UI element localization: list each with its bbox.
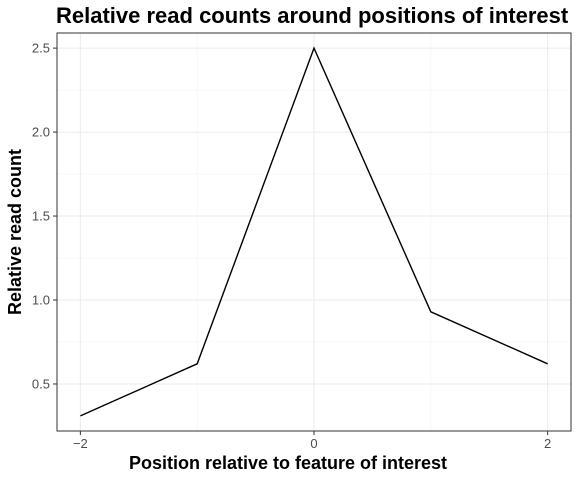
x-axis-title: Position relative to feature of interest [129, 453, 447, 473]
series-layer [80, 46, 548, 417]
chart-title: Relative read counts around positions of… [56, 3, 569, 28]
series-line [80, 46, 548, 417]
y-tick-label: 2.5 [32, 41, 50, 56]
y-tick-label: 2.0 [32, 125, 50, 140]
x-tick-label: 2 [544, 436, 551, 451]
y-tick-label: 1.5 [32, 209, 50, 224]
major-gridlines [57, 33, 571, 431]
y-tick-label: 0.5 [32, 376, 50, 391]
y-axis-title: Relative read count [5, 149, 25, 315]
x-axis: −2 0 2 [73, 431, 551, 451]
x-tick-label: 0 [310, 436, 317, 451]
y-axis: 0.5 1.0 1.5 2.0 2.5 [32, 41, 57, 391]
x-tick-label: −2 [73, 436, 88, 451]
y-tick-label: 1.0 [32, 293, 50, 308]
